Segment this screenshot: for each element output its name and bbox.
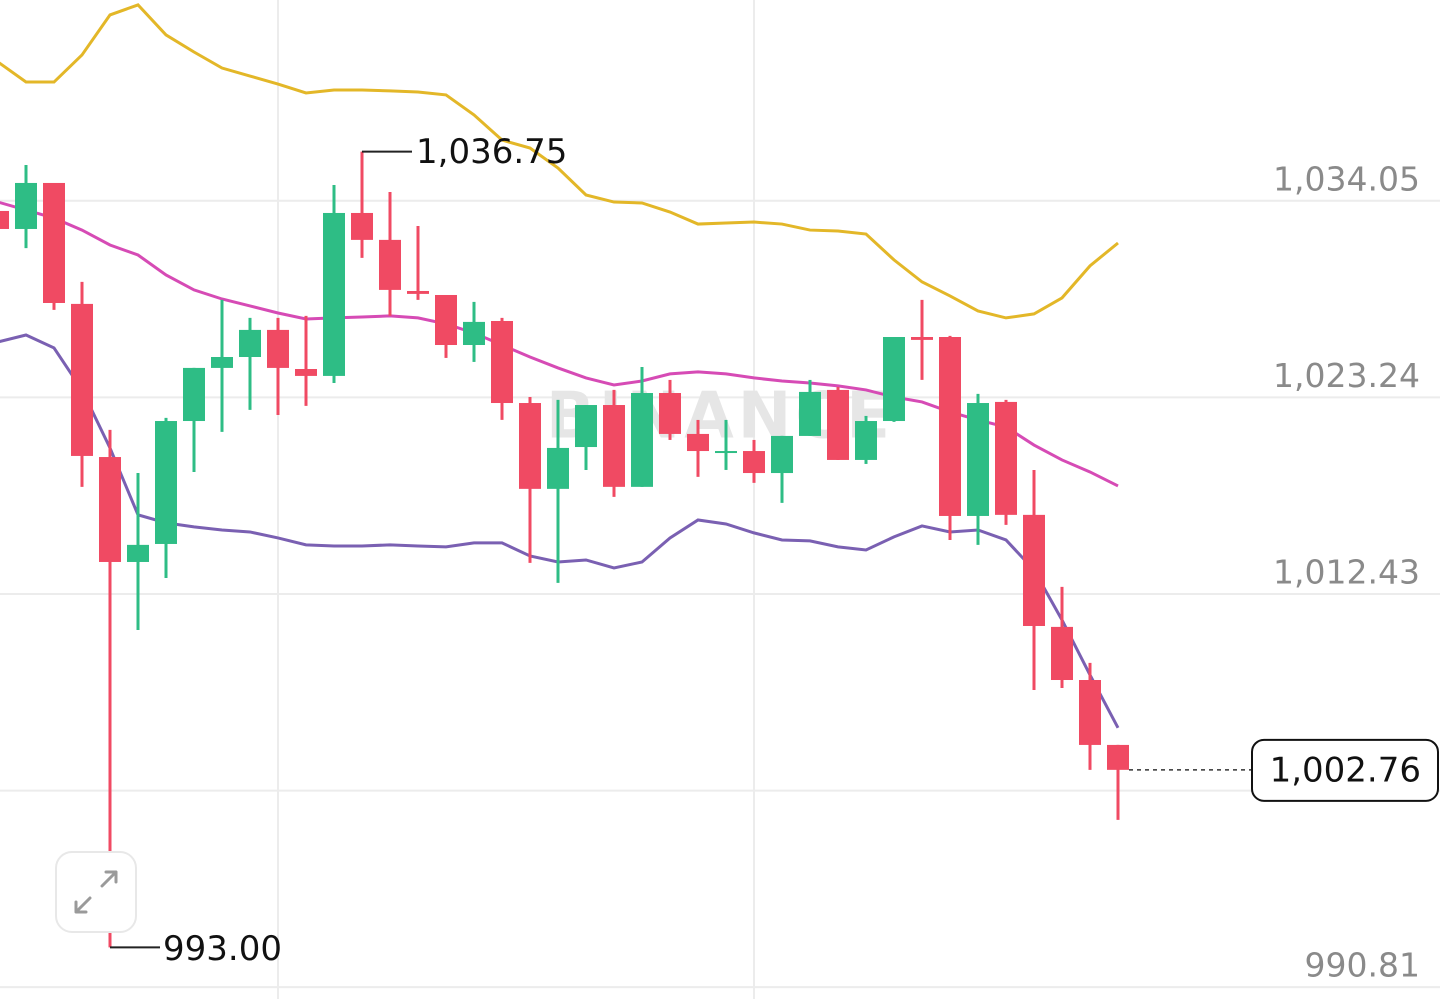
- candle-body: [407, 290, 429, 294]
- candle-body: [743, 451, 765, 474]
- y-tick-label: 1,012.43: [1273, 552, 1420, 591]
- high-label: 1,036.75: [416, 132, 567, 172]
- candle-body: [1051, 626, 1073, 681]
- candle-body: [0, 210, 9, 229]
- price-label: 1,002.76: [1270, 750, 1421, 790]
- candle-body: [519, 403, 541, 489]
- candle-body: [491, 320, 513, 404]
- y-tick-label: 1,034.05: [1273, 159, 1420, 198]
- candle-body: [799, 391, 821, 436]
- candle-body: [855, 421, 877, 460]
- low-label: 993.00: [163, 929, 282, 969]
- candle-body: [995, 401, 1017, 515]
- candle-body: [127, 544, 149, 562]
- candle-body: [631, 393, 653, 487]
- expand-button[interactable]: [55, 851, 137, 933]
- candle-body: [715, 451, 737, 454]
- candle-body: [967, 403, 989, 516]
- candle-body: [659, 393, 681, 434]
- candle-body: [295, 369, 317, 376]
- candle-body: [911, 337, 933, 340]
- candle-body: [575, 405, 597, 448]
- candle-body: [939, 337, 961, 516]
- candle-body: [211, 357, 233, 368]
- candle-body: [883, 337, 905, 422]
- y-tick-label: 1,023.24: [1273, 356, 1420, 395]
- candle-body: [155, 421, 177, 544]
- candle-body: [547, 447, 569, 489]
- y-tick-label: 990.81: [1305, 946, 1420, 985]
- candle-body: [239, 329, 261, 358]
- candle-body: [379, 239, 401, 290]
- candle-body: [687, 433, 709, 452]
- candle-body: [351, 212, 373, 240]
- candle-body: [15, 182, 37, 229]
- candle-body: [43, 182, 65, 303]
- candle-body: [99, 457, 121, 562]
- candle-body: [1023, 514, 1045, 626]
- candle-body: [771, 435, 793, 474]
- candle-body: [827, 389, 849, 460]
- candle-body: [183, 367, 205, 422]
- candle-body: [1079, 680, 1101, 745]
- candle-body: [323, 212, 345, 376]
- candle-body: [435, 294, 457, 346]
- price-box: [1251, 738, 1439, 802]
- candle-body: [1107, 744, 1129, 770]
- candle-body: [603, 405, 625, 487]
- candle-body: [267, 329, 289, 368]
- band-line: [0, 201, 1119, 488]
- candle-body: [463, 321, 485, 346]
- band-line: [0, 3, 1119, 320]
- candle-body: [71, 303, 93, 456]
